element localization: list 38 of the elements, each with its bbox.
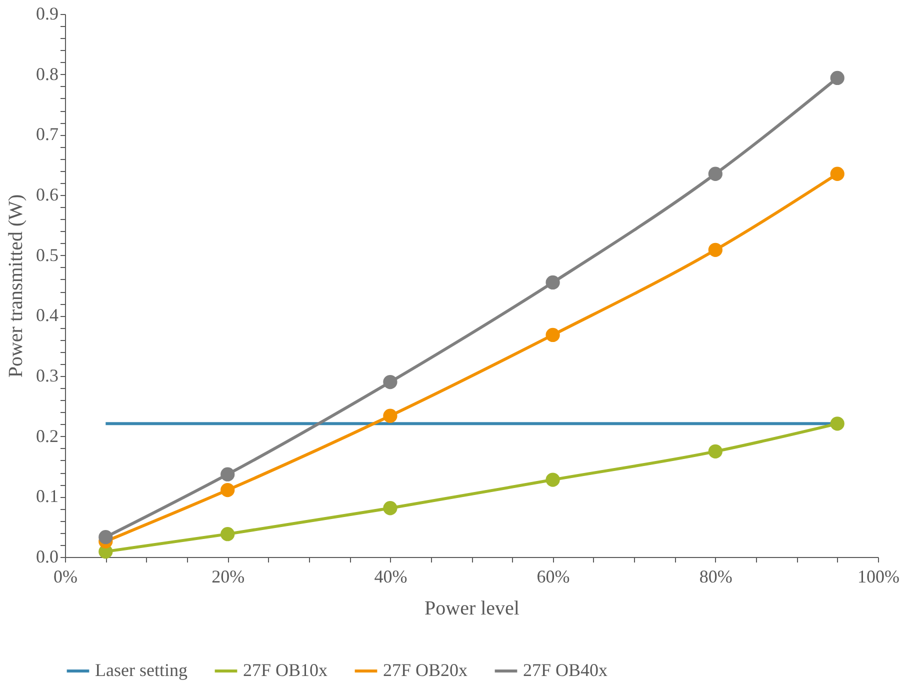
point — [830, 70, 844, 86]
x-tick-label: 20% — [212, 566, 245, 586]
y-tick-label: 0.2 — [36, 426, 58, 446]
x-tick-label: 100% — [858, 566, 900, 586]
x-tick-label: 0% — [54, 566, 78, 586]
point — [98, 530, 113, 544]
y-tick-label: 0.9 — [36, 4, 58, 24]
y-tick-label: 0.7 — [36, 124, 58, 144]
point — [220, 482, 235, 498]
legend-label: 27F OB10x — [243, 660, 328, 680]
point — [383, 374, 398, 390]
point — [708, 242, 722, 257]
x-tick-label: 60% — [536, 566, 570, 586]
point — [383, 408, 398, 423]
point — [220, 527, 235, 542]
y-tick-label: 0.8 — [36, 64, 58, 84]
point — [830, 166, 844, 181]
y-tick-label: 0.1 — [36, 486, 58, 506]
y-tick-label: 0.4 — [36, 305, 58, 326]
y-tick-label: 0.6 — [36, 184, 58, 204]
point — [546, 328, 560, 342]
point — [220, 467, 235, 482]
legend-label: 27F OB40x — [523, 660, 608, 680]
y-tick-label: 0.3 — [36, 366, 58, 386]
x-tick-label: 80% — [699, 566, 732, 586]
point — [383, 501, 398, 516]
point — [546, 472, 560, 487]
point — [708, 444, 722, 458]
legend-label: 27F OB20x — [383, 660, 468, 680]
legend-label: Laser setting — [95, 660, 188, 680]
x-axis-title: Power level — [424, 598, 520, 620]
point — [830, 416, 844, 431]
point — [546, 275, 560, 290]
y-tick-label: 0.5 — [36, 244, 58, 265]
y-axis-title: Power transmitted (W) — [5, 194, 27, 378]
y-tick-label: 0.0 — [36, 546, 58, 566]
point — [708, 166, 722, 181]
x-tick-label: 40% — [374, 566, 408, 586]
